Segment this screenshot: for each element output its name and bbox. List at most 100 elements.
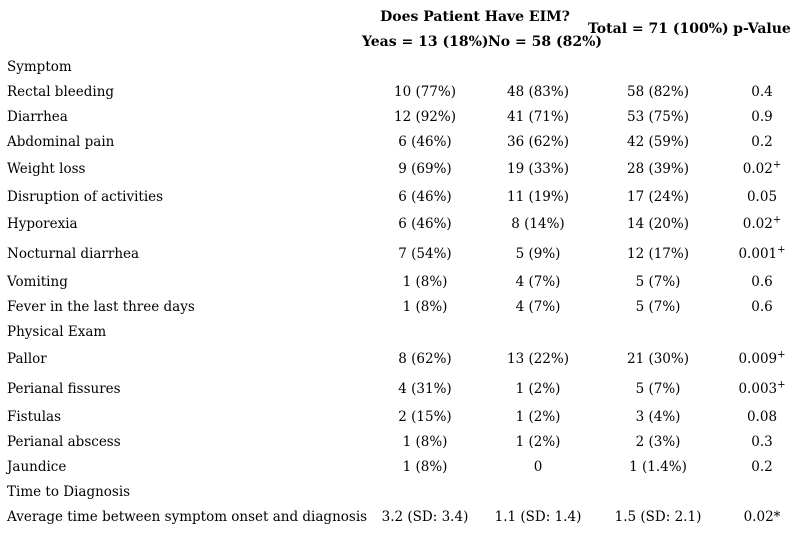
total-count-cell: 2 (3%) [635, 433, 681, 450]
table-row: Diarrhea 12 (92%) 41 (71%) 53 (75%) 0.9 [0, 104, 796, 129]
pvalue-text: 0.05 [746, 188, 778, 205]
total-count-cell: 14 (20%) [626, 216, 689, 232]
pvalue-cell: 0.05 [728, 184, 796, 209]
row-label: Diarrhea [7, 108, 68, 125]
yes-count-cell: 4 (31%) [398, 381, 452, 397]
row-label: Average time between symptom onset and d… [7, 508, 368, 525]
row-label: Fistulas [7, 408, 62, 425]
pvalue-text: 0.2 [751, 458, 773, 475]
pvalue-text: 0.02* [743, 508, 781, 525]
no-count-cell: 48 (83%) [506, 83, 569, 100]
yes-count-cell: 2 (15%) [398, 408, 452, 425]
total-count-cell [588, 319, 728, 344]
total-count-cell [588, 479, 728, 504]
pvalue-cell: 0.6 [728, 294, 796, 319]
yes-count-cell: 10 (77%) [393, 83, 456, 100]
row-label: Hyporexia [7, 216, 78, 232]
no-count-cell: 5 (9%) [515, 246, 561, 262]
row-label: Vomiting [7, 273, 68, 290]
pvalue-text: 0.6 [751, 298, 773, 315]
pvalue-text: 0.02 [742, 161, 773, 177]
total-count-cell: 17 (24%) [626, 188, 689, 205]
row-label: Jaundice [7, 458, 67, 475]
no-count-cell: 19 (33%) [506, 161, 569, 177]
pvalue-cell: 0.2 [728, 129, 796, 154]
yes-count-cell: 1 (8%) [402, 433, 448, 450]
table-header: Does Patient Have EIM? Total = 71 (100%)… [0, 4, 796, 54]
pvalue-significance-marker: + [777, 379, 786, 391]
yes-column-header: Yeas = 13 (18%) [362, 34, 489, 50]
pvalue-cell: 0.08 [728, 404, 796, 429]
pvalue-cell [728, 319, 796, 344]
table-row: Vomiting 1 (8%) 4 (7%) 5 (7%) 0.6 [0, 269, 796, 294]
total-count-cell: 42 (59%) [626, 133, 689, 150]
no-count-cell: 41 (71%) [506, 108, 569, 125]
total-count-cell: 1 (1.4%) [629, 458, 687, 475]
yes-count-cell: 8 (62%) [398, 351, 452, 367]
no-count-cell: 13 (22%) [506, 351, 569, 367]
section-label: Time to Diagnosis [7, 483, 131, 500]
total-count-cell [588, 54, 728, 79]
yes-count-cell: 6 (46%) [398, 133, 452, 150]
table-row: Average time between symptom onset and d… [0, 504, 796, 529]
pvalue-text: 0.009 [738, 351, 778, 367]
header-row-2: Yeas = 13 (18%) No = 58 (82%) [0, 30, 796, 54]
total-count-cell: 53 (75%) [626, 108, 689, 125]
yes-count-cell: 9 (69%) [398, 161, 452, 177]
no-count-cell: 36 (62%) [506, 133, 569, 150]
no-count-cell: 1.1 (SD: 1.4) [494, 508, 582, 525]
no-count-cell: 4 (7%) [515, 273, 561, 290]
yes-count-cell [362, 54, 488, 79]
row-label: Perianal fissures [7, 381, 121, 397]
pvalue-significance-marker: + [777, 349, 786, 361]
no-count-cell [488, 479, 588, 504]
row-label: Fever in the last three days [7, 298, 195, 315]
total-count-cell: 12 (17%) [626, 246, 689, 262]
pvalue-cell: 0.001+ [728, 239, 796, 269]
pvalue-text: 0.9 [751, 108, 773, 125]
yes-count-cell: 6 (46%) [398, 188, 452, 205]
yes-count-cell [362, 319, 488, 344]
no-count-cell: 1 (2%) [515, 381, 561, 397]
pvalue-text: 0.4 [751, 83, 773, 100]
pvalue-text: 0.02 [742, 216, 773, 232]
no-count-cell: 1 (2%) [515, 408, 561, 425]
pvalue-cell: 0.6 [728, 269, 796, 294]
row-label: Weight loss [7, 161, 86, 177]
row-label: Abdominal pain [7, 133, 115, 150]
row-label: Pallor [7, 351, 47, 367]
no-count-cell: 1 (2%) [515, 433, 561, 450]
no-count-cell: 0 [533, 458, 543, 475]
table-row: Jaundice 1 (8%) 0 1 (1.4%) 0.2 [0, 454, 796, 479]
table-row: Disruption of activities 6 (46%) 11 (19%) 1… [0, 184, 796, 209]
total-count-cell: 28 (39%) [626, 161, 689, 177]
pvalue-significance-marker: + [772, 159, 782, 171]
pvalue-cell: 0.4 [728, 79, 796, 104]
header-row-1: Does Patient Have EIM? Total = 71 (100%)… [0, 4, 796, 37]
pvalue-column-header: p-Value [733, 21, 791, 37]
table-row: Pallor 8 (62%) 13 (22%) 21 (30%) 0.009+ [0, 344, 796, 374]
yes-count-cell: 12 (92%) [393, 108, 456, 125]
table-row: Hyporexia 6 (46%) 8 (14%) 14 (20%) 0.02+ [0, 209, 796, 239]
total-count-cell: 5 (7%) [635, 273, 681, 290]
pvalue-cell: 0.3 [728, 429, 796, 454]
pvalue-cell [728, 479, 796, 504]
yes-count-cell: 1 (8%) [402, 273, 448, 290]
total-count-cell: 1.5 (SD: 2.1) [614, 508, 702, 525]
yes-count-cell: 1 (8%) [402, 298, 448, 315]
no-count-cell: 8 (14%) [511, 216, 565, 232]
table-row: Weight loss 9 (69%) 19 (33%) 28 (39%) 0.02+ [0, 154, 796, 184]
no-column-header: No = 58 (82%) [488, 34, 603, 50]
header-empty-cell [0, 4, 362, 54]
pvalue-cell: 0.003+ [728, 374, 796, 404]
table-row: Nocturnal diarrhea 7 (54%) 5 (9%) 12 (17%) 0… [0, 239, 796, 269]
total-count-cell: 5 (7%) [635, 298, 681, 315]
pvalue-text: 0.003 [738, 381, 778, 397]
pvalue-cell: 0.02+ [728, 209, 796, 239]
pvalue-text: 0.08 [746, 408, 778, 425]
row-label: Nocturnal diarrhea [7, 246, 140, 262]
no-count-cell: 4 (7%) [515, 298, 561, 315]
pvalue-cell [728, 54, 796, 79]
table-body: Symptom Rectal bleeding 10 (77%) 48 (83%) 58… [0, 54, 796, 529]
yes-count-cell: 1 (8%) [402, 458, 448, 475]
